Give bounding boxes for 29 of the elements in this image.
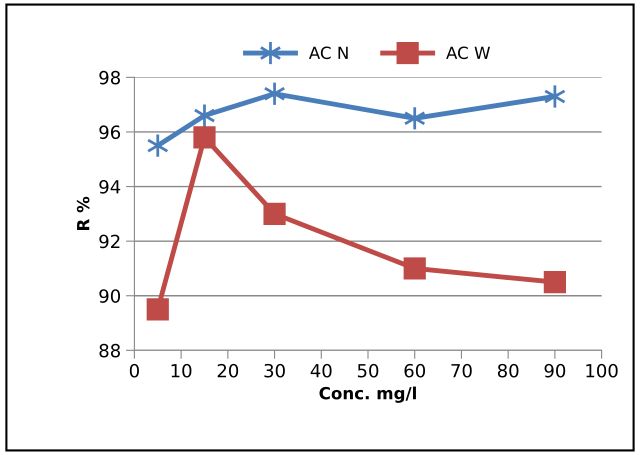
y-axis-title: R % bbox=[76, 196, 90, 230]
point bbox=[263, 202, 286, 225]
x-tick-label: 30 bbox=[264, 364, 285, 378]
point bbox=[193, 103, 216, 128]
legend-label: AC W bbox=[446, 46, 490, 60]
point bbox=[193, 126, 216, 149]
point bbox=[404, 257, 426, 280]
y-tick-label: 90 bbox=[99, 289, 120, 303]
x-tick-label: 80 bbox=[498, 364, 518, 378]
point bbox=[146, 298, 169, 321]
point bbox=[544, 270, 566, 294]
x-tick-label: 10 bbox=[172, 364, 192, 378]
point bbox=[544, 84, 566, 109]
y-tick-label: 92 bbox=[99, 234, 120, 248]
x-tick-label: 0 bbox=[130, 364, 139, 378]
y-tick-label: 94 bbox=[99, 180, 120, 194]
x-tick-label: 100 bbox=[586, 364, 618, 378]
x-tick-label: 40 bbox=[310, 364, 332, 378]
y-tick-label: 88 bbox=[99, 344, 120, 358]
point bbox=[264, 81, 286, 106]
x-tick-label: 20 bbox=[218, 364, 238, 378]
x-tick-label: 50 bbox=[358, 364, 378, 378]
x-tick-label: 70 bbox=[451, 364, 472, 378]
x-tick-label: 90 bbox=[544, 364, 566, 378]
x-axis-title: Conc. mg/l bbox=[320, 386, 416, 403]
y-tick-label: 96 bbox=[99, 125, 120, 140]
y-tick-label: 98 bbox=[99, 70, 120, 84]
legend-label: AC N bbox=[308, 46, 348, 60]
x-tick-label: 60 bbox=[404, 364, 426, 378]
